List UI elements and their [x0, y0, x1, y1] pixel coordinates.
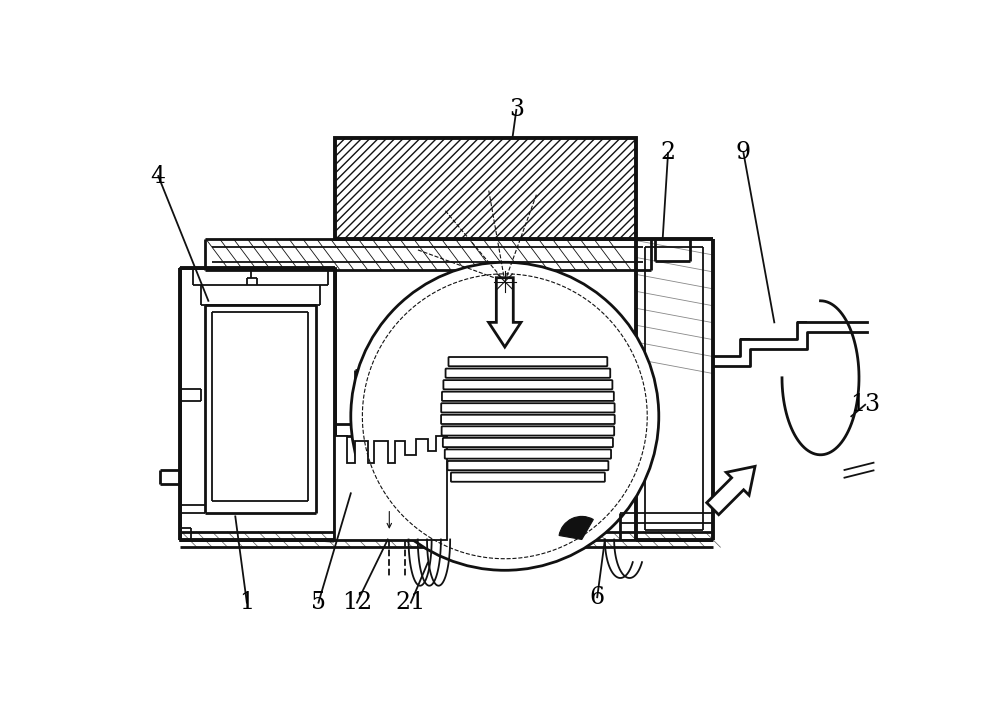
Text: 12: 12 [342, 591, 372, 614]
Text: 6: 6 [590, 586, 605, 608]
Text: 5: 5 [311, 591, 326, 614]
Text: 4: 4 [151, 165, 166, 187]
Polygon shape [180, 268, 335, 540]
FancyArrow shape [707, 466, 755, 515]
FancyBboxPatch shape [443, 438, 613, 447]
Text: 1: 1 [239, 591, 254, 614]
FancyArrow shape [489, 278, 521, 347]
FancyBboxPatch shape [451, 473, 605, 482]
FancyBboxPatch shape [442, 392, 614, 401]
Text: 2: 2 [660, 141, 676, 165]
FancyBboxPatch shape [441, 403, 615, 413]
Text: 13: 13 [850, 393, 880, 416]
FancyBboxPatch shape [441, 415, 615, 424]
Bar [335, 138, 636, 239]
FancyBboxPatch shape [442, 426, 614, 435]
FancyBboxPatch shape [445, 449, 611, 459]
Wedge shape [559, 516, 593, 540]
Polygon shape [335, 435, 447, 540]
FancyBboxPatch shape [443, 380, 612, 389]
FancyBboxPatch shape [446, 368, 610, 378]
Text: 3: 3 [509, 99, 524, 121]
Text: 9: 9 [736, 141, 751, 165]
Text: 21: 21 [396, 591, 426, 614]
FancyBboxPatch shape [448, 357, 607, 366]
Circle shape [351, 262, 659, 570]
FancyBboxPatch shape [447, 461, 608, 470]
